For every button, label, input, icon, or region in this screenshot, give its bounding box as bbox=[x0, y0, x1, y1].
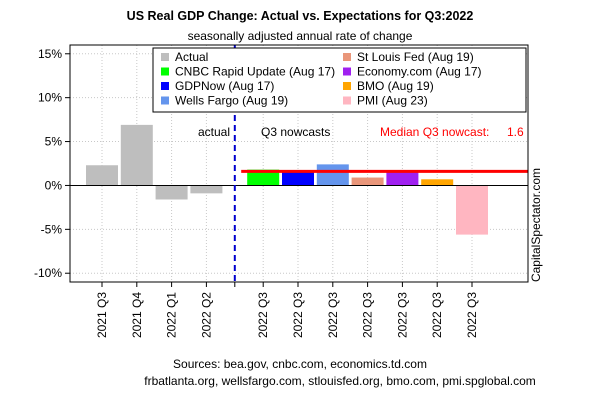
watermark: CapitalSpectator.com bbox=[529, 168, 543, 282]
y-tick-label: -5% bbox=[41, 222, 63, 236]
bar bbox=[282, 171, 314, 186]
x-tick-label: 2021 Q3 bbox=[95, 292, 109, 338]
legend-label: PMI (Aug 23) bbox=[357, 94, 428, 108]
legend-label: Actual bbox=[175, 50, 208, 64]
chart-title: US Real GDP Change: Actual vs. Expectati… bbox=[127, 9, 474, 23]
reference-lines bbox=[69, 44, 529, 283]
y-tick-label: 0% bbox=[45, 178, 63, 192]
bar bbox=[120, 124, 153, 186]
bar bbox=[316, 164, 349, 186]
legend-swatch bbox=[161, 82, 169, 90]
legend-label: GDPNow (Aug 17) bbox=[175, 79, 274, 93]
bar bbox=[190, 185, 223, 194]
legend-box bbox=[152, 47, 527, 113]
x-tick-label: 2022 Q3 bbox=[291, 292, 305, 338]
actual-annotation: actual bbox=[198, 125, 230, 139]
legend-swatch bbox=[343, 82, 351, 90]
legend-label: St Louis Fed (Aug 19) bbox=[357, 50, 474, 64]
y-tick-label: 15% bbox=[38, 47, 62, 61]
legend-swatch bbox=[343, 67, 351, 76]
x-tick-label: 2022 Q3 bbox=[361, 292, 375, 338]
bar bbox=[247, 169, 280, 186]
chart-subtitle: seasonally adjusted annual rate of chang… bbox=[188, 29, 413, 43]
legend-label: BMO (Aug 19) bbox=[357, 79, 434, 93]
x-tick-label: 2022 Q3 bbox=[326, 292, 340, 338]
plot-border bbox=[69, 44, 529, 283]
legend-label: Economy.com (Aug 17) bbox=[357, 65, 482, 79]
bar bbox=[456, 185, 488, 235]
y-tick-label: 10% bbox=[38, 91, 62, 105]
legend-swatch bbox=[161, 67, 169, 76]
x-tick-label: 2022 Q1 bbox=[165, 292, 179, 338]
nowcast-annotation: Q3 nowcasts bbox=[261, 125, 330, 139]
bar bbox=[351, 177, 384, 186]
bar bbox=[386, 171, 419, 186]
x-axis: 2021 Q3 2021 Q4 2022 Q1 2022 Q2 2022 Q3 2022 … bbox=[95, 282, 479, 338]
legend-swatch bbox=[161, 96, 169, 105]
median-value-annotation: 1.6 bbox=[507, 125, 524, 139]
legend-label: Wells Fargo (Aug 19) bbox=[175, 94, 288, 108]
legend-swatch bbox=[343, 53, 351, 61]
legend-swatch bbox=[161, 53, 169, 61]
x-tick-label: 2021 Q4 bbox=[130, 292, 144, 338]
x-tick-label: 2022 Q3 bbox=[430, 292, 444, 338]
median-annotation: Median Q3 nowcast: bbox=[380, 125, 489, 139]
legend: Actual St Louis Fed (Aug 19) CNBC Rapid Up… bbox=[152, 47, 527, 113]
sources-line-1: Sources: bea.gov, cnbc.com, economics.td… bbox=[173, 357, 427, 371]
legend-label: CNBC Rapid Update (Aug 17) bbox=[175, 65, 335, 79]
y-tick-label: -10% bbox=[34, 266, 62, 280]
x-tick-label: 2022 Q3 bbox=[256, 292, 270, 338]
y-axis: -10% -5% 0% 5% 10% 15% bbox=[34, 47, 70, 280]
bar bbox=[155, 185, 188, 200]
legend-swatch bbox=[343, 96, 351, 105]
sources-line-2: frbatlanta.org, wellsfargo.com, stlouisf… bbox=[144, 374, 536, 388]
x-tick-label: 2022 Q3 bbox=[465, 292, 479, 338]
bars bbox=[86, 124, 488, 235]
x-tick-label: 2022 Q2 bbox=[199, 292, 213, 338]
x-tick-label: 2022 Q3 bbox=[395, 292, 409, 338]
bar bbox=[86, 165, 118, 186]
y-tick-label: 5% bbox=[45, 135, 63, 149]
bar bbox=[421, 179, 454, 186]
